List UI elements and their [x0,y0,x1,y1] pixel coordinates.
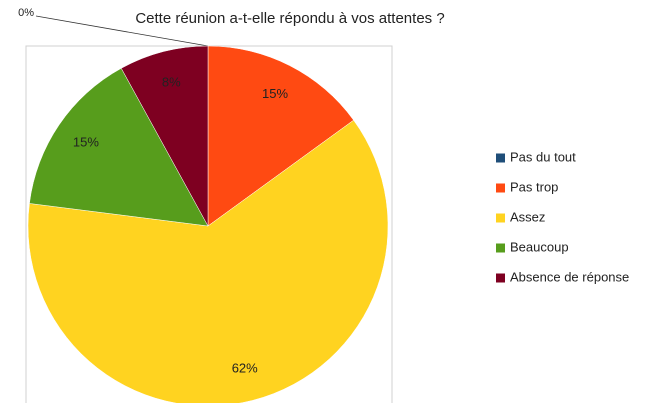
legend-swatch [496,153,505,163]
data-label: 62% [232,360,258,375]
pie-slice [207,45,354,227]
data-label: 15% [262,86,288,101]
legend-label: Beaucoup [510,239,569,254]
leader-line [35,15,209,47]
data-label: 8% [162,74,181,89]
data-label: 0% [18,7,34,19]
legend-swatch [496,183,505,193]
legend-label: Pas du tout [510,149,576,164]
pie-slice [120,45,209,227]
legend-swatch [496,213,505,223]
chart-title: Cette réunion a-t-elle répondu à vos att… [135,10,444,27]
legend-swatch [496,243,505,253]
legend-swatch [496,273,505,283]
legend-label: Absence de réponse [510,269,629,284]
data-label: 15% [73,134,99,149]
legend-label: Assez [510,209,545,224]
pie-slice [29,67,209,227]
pie-slice [27,119,389,403]
legend-label: Pas trop [510,179,558,194]
